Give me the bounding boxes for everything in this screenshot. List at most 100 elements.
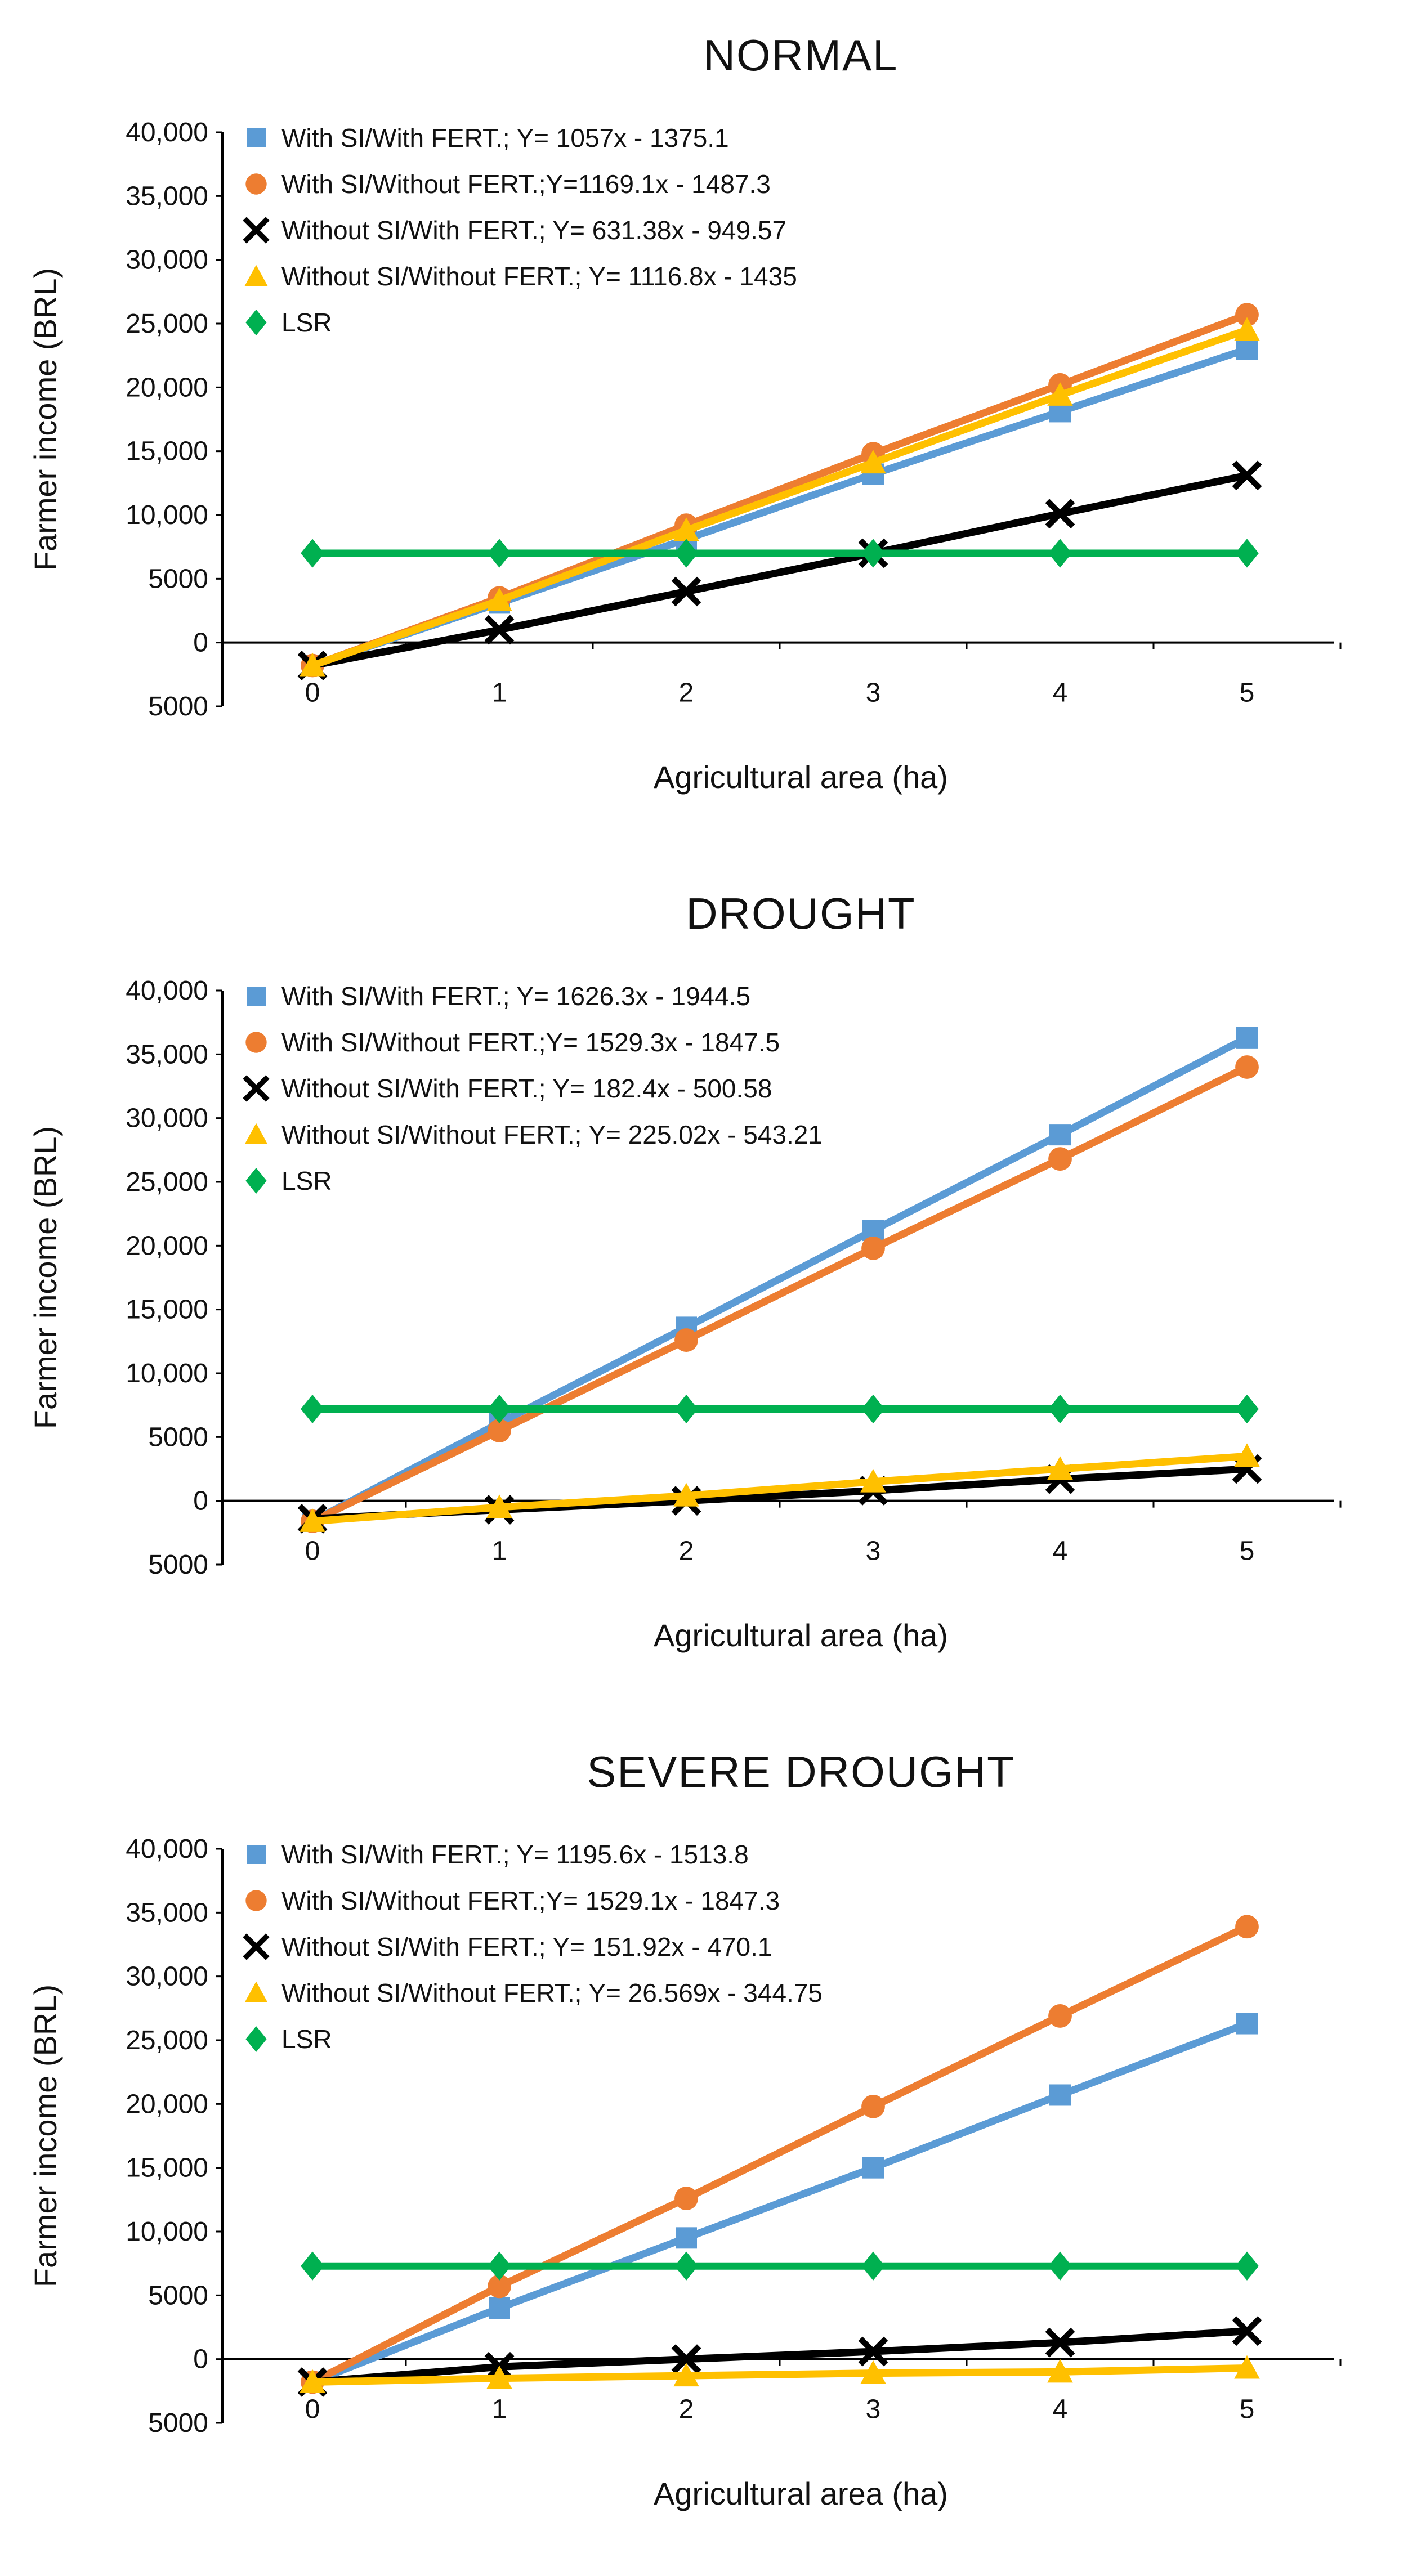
data-point-cross [484,615,515,645]
legend-marker-circle [245,173,267,195]
data-point-cross [1045,2327,1075,2358]
data-point-diamond [1048,1394,1072,1424]
data-point-square [1236,1027,1258,1049]
data-point-circle [861,2094,885,2118]
data-point-circle [488,1419,511,1442]
x-tick-label: 2 [679,2395,694,2425]
data-point-triangle [673,2363,699,2387]
legend-marker-triangle [244,1123,268,1144]
legend-label: With SI/Without FERT.;Y= 1529.3x - 1847.… [281,1028,780,1057]
legend: With SI/With FERT.; Y= 1195.6x - 1513.8 W… [243,1840,823,2054]
y-tick-label: 35,000 [126,181,208,211]
data-point-square [862,2157,884,2179]
legend-marker-triangle [244,265,268,286]
data-point-square [489,2297,510,2319]
legend-marker-cross [243,217,270,244]
x-tick-label: 5 [1240,2395,1255,2425]
data-point-cross [1045,499,1075,529]
x-tick-label: 4 [1053,1536,1068,1566]
data-point-triangle [673,517,699,541]
data-point-diamond [1235,1394,1259,1424]
y-tick-label: 20,000 [126,1231,208,1261]
data-point-diamond [674,2251,698,2281]
data-point-cross [1232,2316,1262,2346]
x-axis-title: Agricultural area (ha) [654,1618,948,1653]
x-tick-label: 1 [492,678,507,708]
data-point-diamond [488,539,511,568]
series-line [310,1034,1249,1525]
data-point-square [1049,2084,1071,2106]
y-tick-label: 5000 [148,1550,208,1580]
chart-title: SEVERE DROUGHT [587,1747,1014,1797]
data-point-diamond [674,1394,698,1424]
x-tick-label: 3 [866,678,881,708]
y-tick-label: 0 [193,628,208,658]
series-line [312,2364,1248,2386]
y-tick-label: 25,000 [126,2026,208,2055]
series-triangle-3 [300,317,1260,677]
legend-label: Without SI/Without FERT.; Y= 225.02x - 5… [281,1120,823,1149]
y-axis-title: Farmer income (BRL) [28,1984,63,2287]
data-point-diamond [301,1394,324,1424]
x-tick-label: 2 [679,678,694,708]
y-tick-label: 15,000 [126,1295,208,1325]
y-tick-label: 5000 [148,564,208,594]
data-point-circle [1235,1055,1259,1079]
x-tick-label: 3 [866,2395,881,2425]
y-tick-label: 35,000 [126,1898,208,1928]
legend-marker-diamond [245,2026,267,2052]
data-point-diamond [301,2251,324,2281]
y-tick-label: 30,000 [126,245,208,275]
data-point-triangle [486,588,512,611]
series-line [312,2327,1248,2386]
data-point-circle [674,2187,698,2210]
chart-svg: SEVERE DROUGHT 5000 0 5000 10,000 15,000 20,00… [28,1747,1342,2511]
legend-marker-diamond [245,1168,267,1194]
chart-svg: DROUGHT 5000 0 5000 10,000 15,000 20,000 25,000… [28,889,1342,1653]
series-square-0 [302,338,1258,677]
chart-panel-severe-drought: SEVERE DROUGHT 5000 0 5000 10,000 15,000 20,00… [0,1717,1408,2575]
data-point-triangle [1047,1456,1073,1480]
series-diamond-4 [301,1394,1259,1424]
legend-label: Without SI/Without FERT.; Y= 26.569x - 3… [281,1978,823,2008]
x-tick-label: 0 [305,678,320,708]
legend-label: LSR [281,308,332,337]
legend-label: With SI/With FERT.; Y= 1057x - 1375.1 [281,123,729,153]
chart-svg: NORMAL 5000 0 5000 10,000 15,000 20,000 25,000 3… [28,30,1342,795]
y-axis-title: Farmer income (BRL) [28,268,63,571]
data-point-triangle [486,1494,512,1518]
data-point-triangle [300,652,325,677]
series-triangle-3 [300,2355,1260,2393]
y-tick-label: 25,000 [126,1167,208,1197]
data-point-square [676,2227,697,2249]
legend-marker-square [247,1845,266,1864]
legend-marker-diamond [245,310,267,335]
legend-label: Without SI/Without FERT.; Y= 1116.8x - 1… [281,262,797,291]
data-point-square [1049,1124,1071,1146]
data-point-cross [858,2336,888,2367]
series-line [311,326,1249,669]
x-tick-label: 2 [679,1536,694,1566]
data-point-triangle [860,450,886,474]
data-point-diamond [674,539,698,568]
x-axis-title: Agricultural area (ha) [654,2476,948,2511]
data-point-diamond [1048,2251,1072,2281]
data-point-diamond [301,539,324,568]
data-point-square [1236,338,1258,360]
data-point-cross [671,2344,701,2375]
legend-marker-square [247,128,266,147]
y-tick-label: 0 [193,2345,208,2375]
data-point-circle [1048,1147,1072,1171]
x-tick-label: 0 [305,2395,320,2425]
series-cross-2 [297,2316,1262,2397]
legend-label: Without SI/With FERT.; Y= 182.4x - 500.5… [281,1074,772,1103]
y-tick-label: 5000 [148,2281,208,2310]
data-point-circle [1235,1915,1259,1939]
legend-label: With SI/With FERT.; Y= 1626.3x - 1944.5 [281,982,750,1011]
series-triangle-3 [300,1443,1260,1532]
legend-marker-cross [243,1075,270,1102]
data-point-diamond [1048,539,1072,568]
data-point-circle [674,1328,698,1352]
data-point-diamond [488,2251,511,2281]
data-point-diamond [861,2251,885,2281]
